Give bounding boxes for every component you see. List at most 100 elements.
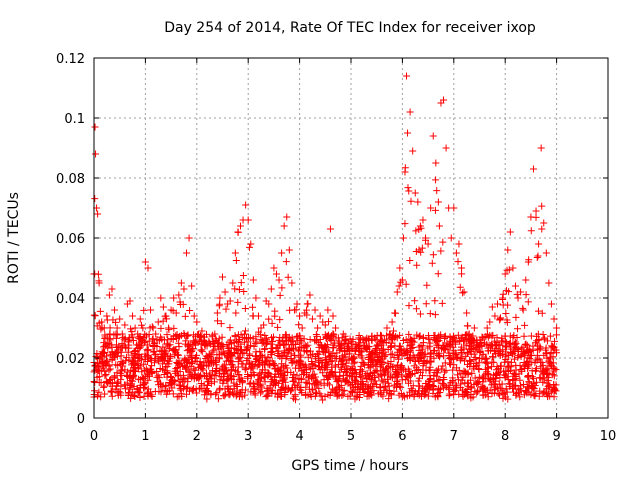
background-point (235, 355, 243, 363)
background-point (362, 382, 370, 390)
data-point (94, 210, 102, 218)
background-point (241, 327, 249, 335)
data-point (527, 213, 535, 221)
background-point (105, 361, 113, 369)
background-point (290, 377, 298, 385)
background-point (148, 392, 156, 400)
background-point (312, 331, 320, 339)
background-point (434, 376, 442, 384)
background-point (385, 335, 393, 343)
background-point (97, 353, 105, 361)
background-point (172, 346, 180, 354)
background-point (525, 379, 533, 387)
background-point (333, 392, 341, 400)
background-point (212, 390, 220, 398)
background-point (467, 394, 475, 402)
background-point (488, 332, 496, 340)
background-point (214, 339, 222, 347)
data-point (511, 282, 519, 290)
background-point (367, 387, 375, 395)
background-point (157, 324, 165, 332)
data-point (332, 324, 340, 332)
background-point (145, 368, 153, 376)
background-point (433, 336, 441, 344)
data-point (308, 315, 316, 323)
background-point (332, 389, 340, 397)
chart-title: Day 254 of 2014, Rate Of TEC Index for r… (164, 20, 536, 36)
data-point (350, 354, 358, 362)
background-point (327, 369, 335, 377)
background-point (384, 359, 392, 367)
background-point (506, 380, 514, 388)
background-point (222, 305, 230, 313)
background-point (383, 388, 391, 396)
background-point (296, 386, 304, 394)
background-point (175, 339, 183, 347)
background-point (501, 374, 509, 382)
background-point (100, 349, 108, 357)
background-point (287, 336, 295, 344)
background-point (312, 373, 320, 381)
background-point (422, 366, 430, 374)
background-point (379, 378, 387, 386)
data-point (288, 279, 296, 287)
data-point (131, 324, 139, 332)
data-point (414, 198, 422, 206)
background-point (369, 356, 377, 364)
background-point (419, 333, 427, 341)
background-point (255, 328, 263, 336)
background-point (280, 340, 288, 348)
x-tick-label: 7 (450, 429, 458, 444)
background-point (125, 338, 133, 346)
background-point (366, 389, 374, 397)
background-point (371, 377, 379, 385)
background-point (185, 359, 193, 367)
background-point (414, 377, 422, 385)
data-point (416, 222, 424, 230)
background-point (387, 339, 395, 347)
data-point (105, 291, 113, 299)
data-point (547, 300, 555, 308)
background-point (100, 339, 108, 347)
y-tick-label: 0.04 (56, 292, 85, 307)
background-point (110, 331, 118, 339)
background-point (430, 346, 438, 354)
background-point (275, 336, 283, 344)
data-point (183, 249, 191, 257)
background-point (106, 365, 114, 373)
background-point (108, 379, 116, 387)
background-point (284, 273, 292, 281)
background-point (385, 362, 393, 370)
background-point (538, 359, 546, 367)
data-point (141, 258, 149, 266)
background-point (431, 297, 439, 305)
background-point (269, 359, 277, 367)
background-point (123, 371, 131, 379)
data-point (517, 288, 525, 296)
background-point (454, 331, 462, 339)
background-point (457, 346, 465, 354)
background-point (516, 362, 524, 370)
background-point (241, 364, 249, 372)
background-point (154, 372, 162, 380)
data-point (159, 303, 167, 311)
background-point (180, 382, 188, 390)
data-point (108, 285, 116, 293)
data-point (378, 345, 386, 353)
background-point (255, 386, 263, 394)
background-point (504, 395, 512, 403)
background-point (452, 384, 460, 392)
background-point (158, 335, 166, 343)
background-point (348, 356, 356, 364)
background-point (91, 312, 99, 320)
background-point (226, 336, 234, 344)
background-point (289, 374, 297, 382)
background-point (93, 349, 101, 357)
background-point (369, 349, 377, 357)
background-point (183, 359, 191, 367)
background-point (386, 390, 394, 398)
background-point (287, 356, 295, 364)
background-point (540, 368, 548, 376)
data-point (411, 189, 419, 197)
